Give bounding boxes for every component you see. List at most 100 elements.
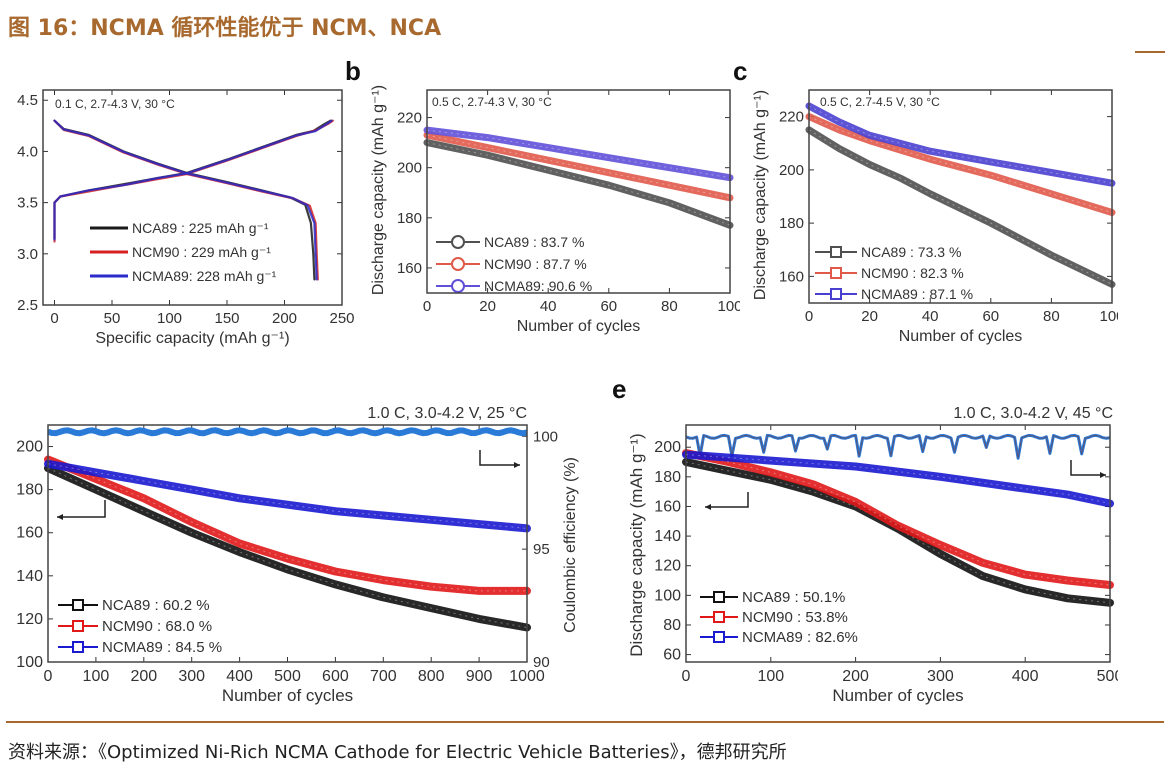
x-tick-label: 80 (661, 298, 678, 315)
y-right-tick-label: 95 (533, 541, 550, 558)
x-tick-label: 80 (1043, 308, 1060, 325)
legend-marker-square (713, 591, 725, 603)
legend-label: NCMA89 : 87.1 % (861, 286, 973, 302)
series-marker-texture (47, 459, 527, 592)
y-tick-label: 200 (16, 439, 43, 456)
legend-label: NCM90 : 82.3 % (861, 265, 964, 281)
series-ncm90 (44, 455, 531, 595)
x-tick-label: 900 (466, 668, 493, 685)
plot-frame (685, 424, 1111, 663)
legend-label: NCA89 : 83.7 % (484, 234, 584, 250)
panel-d: 0 100 200 300 400 500 600 700 800 900 100010012014… (16, 405, 579, 705)
legend-marker-square (72, 641, 84, 653)
y-tick-label: 2.5 (17, 297, 38, 314)
x-tick-label: 300 (178, 668, 205, 685)
x-tick-label: 200 (130, 668, 157, 685)
y-tick-label: 120 (654, 558, 681, 575)
legend-marker-square (713, 611, 725, 623)
x-tick-label: 0 (44, 668, 53, 685)
series-marker-texture (685, 452, 1111, 586)
series-ncm90 (682, 449, 1114, 589)
left-axis-arrow-icon (705, 492, 749, 508)
y-tick-label: 180 (397, 210, 422, 227)
plot-area: 0 50 100 150 200 250 2.5 3.0 3.5 4.0 4.5 NCA89 : 22… (17, 89, 355, 347)
x-tick-label: 500 (1097, 668, 1124, 685)
y-right-tick-label: 90 (533, 654, 550, 671)
legend-marker-square (713, 631, 725, 643)
y-tick-label: 80 (663, 617, 681, 634)
y-tick-label: 200 (779, 162, 804, 179)
x-axis-label: Number of cycles (832, 686, 963, 705)
series-ncma89 (53, 119, 318, 281)
x-tick-label: 20 (479, 298, 496, 315)
x-tick-label: 500 (274, 668, 301, 685)
x-tick-label: 100 (757, 668, 784, 685)
plot-area: 0 20 40 60 80 100 160 180 200 220 NCA89 : 73.3 % NC… (733, 56, 1124, 345)
x-tick-label: 200 (272, 310, 297, 327)
legend-marker-square (72, 599, 84, 611)
condition-annotation: 1.0 C, 3.0-4.2 V, 45 °C (953, 405, 1113, 422)
plot-frame (426, 89, 731, 294)
plot-area: 0 100 200 300 400 500 600 700 800 900 100010012014… (16, 405, 579, 705)
condition-annotation: 1.0 C, 3.0-4.2 V, 25 °C (367, 405, 527, 422)
series-ncma89 (423, 126, 734, 182)
x-tick-label: 400 (1012, 668, 1039, 685)
y-tick-label: 180 (16, 482, 43, 499)
arrowhead-icon (705, 504, 711, 510)
x-tick-label: 0 (50, 310, 58, 327)
y-tick-label: 220 (779, 109, 804, 126)
x-tick-label: 400 (226, 668, 253, 685)
panel-c: 0 20 40 60 80 100 160 180 200 220 NCA89 : 73.3 % NC… (733, 56, 1124, 345)
x-tick-label: 250 (329, 310, 354, 327)
y-tick-label: 200 (397, 160, 422, 177)
legend-marker-square (830, 246, 842, 258)
plot-frame (47, 424, 528, 663)
legend-label: NCM90 : 53.8% (742, 609, 848, 626)
legend-label: NCMA89: 228 mAh g⁻¹ (132, 268, 277, 284)
y-tick-label: 3.5 (17, 195, 38, 212)
right-axis-arrow-icon (479, 450, 520, 466)
plot-area: 0 20 40 60 80 100 160 180 200 220 NCA89 : 83.7 % NC… (345, 56, 740, 335)
legend-label: NCA89 : 73.3 % (861, 244, 961, 260)
y-tick-label: 180 (654, 469, 681, 486)
series-ncm90 (805, 113, 1116, 216)
series-nca89 (423, 139, 734, 229)
x-tick-label: 100 (83, 668, 110, 685)
legend-marker-circle (451, 235, 465, 249)
legend-marker-square (830, 288, 842, 300)
legend-label: NCM90 : 68.0 % (102, 618, 212, 635)
plot-area: 0 100 200 300 400 500 60 80 100 120 140 160 180 200 NC… (612, 374, 1124, 705)
y-tick-label: 180 (779, 215, 804, 232)
y-tick-label: 120 (16, 611, 43, 628)
arrowhead-icon (1100, 472, 1106, 478)
arrowhead-icon (57, 514, 63, 520)
y-axis-label: Discharge capacity (mAh g⁻¹) (627, 433, 646, 656)
legend-label: NCM90 : 229 mAh g⁻¹ (132, 244, 271, 260)
legend-label: NCA89 : 50.1% (742, 589, 845, 606)
title-rule (1135, 51, 1165, 53)
legend-label: NCMA89: 90.6 % (484, 278, 592, 294)
x-tick-label: 100 (1099, 308, 1124, 325)
series-ncma89 (682, 450, 1114, 508)
panel-e: 0 100 200 300 400 500 60 80 100 120 140 160 180 200 NC… (612, 374, 1124, 705)
plot-frame (808, 89, 1113, 304)
panel-label: b (345, 56, 361, 86)
y-tick-label: 3.0 (17, 246, 38, 263)
y-tick-label: 4.5 (17, 92, 38, 109)
x-tick-label: 0 (423, 298, 431, 315)
legend-marker-circle (451, 279, 465, 293)
coulombic-efficiency-series (47, 427, 528, 437)
legend-label: NCM90 : 87.7 % (484, 256, 587, 272)
condition-annotation: 0.5 C, 2.7-4.5 V, 30 °C (820, 95, 940, 109)
series-marker-texture (685, 454, 1111, 504)
legend-label: NCMA89 : 82.6% (742, 629, 858, 646)
legend-marker-circle (451, 257, 465, 271)
y-tick-label: 4.0 (17, 143, 38, 160)
y-tick-label: 160 (397, 260, 422, 277)
right-axis-arrow-icon (1070, 460, 1106, 476)
series-marker-texture (808, 105, 1113, 184)
panel-label: c (733, 56, 747, 86)
y-tick-label: 140 (654, 528, 681, 545)
series-ncm90 (423, 131, 734, 202)
